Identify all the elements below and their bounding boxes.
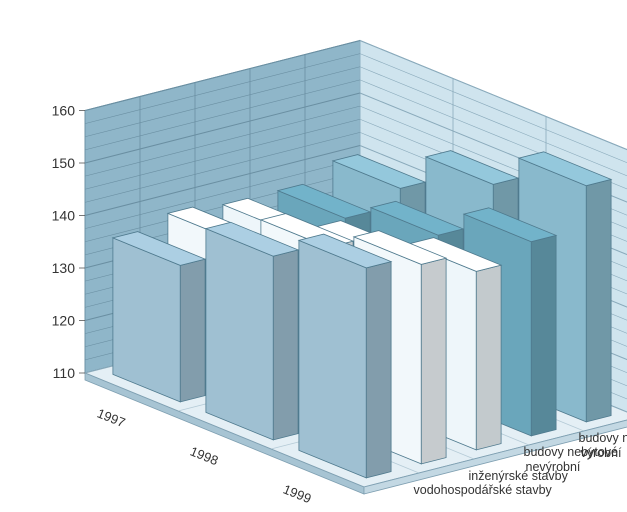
series-label-line: výrobní <box>581 446 623 460</box>
bar <box>113 232 205 402</box>
bar-side-face <box>531 235 556 436</box>
x-tick-label: 1998 <box>188 443 220 468</box>
y-tick-label: 160 <box>52 103 76 119</box>
bar-side-face <box>476 265 501 450</box>
bar-side-face <box>421 258 446 464</box>
series-label-line: budovy nebytové <box>579 431 627 445</box>
bar-front-face <box>206 229 273 440</box>
series-label-line: nevýrobní <box>526 460 581 474</box>
y-tick-label: 150 <box>52 155 76 171</box>
bar-side-face <box>180 259 205 402</box>
series-label-line: vodohospodářské stavby <box>414 483 553 497</box>
bar-side-face <box>273 250 298 440</box>
bar <box>299 234 391 478</box>
series-label: vodohospodářské stavby <box>414 483 553 497</box>
x-tick-label: 1999 <box>281 481 313 506</box>
series-label: budovy nebytovévýrobní <box>579 431 627 460</box>
bar-front-face <box>113 238 180 402</box>
x-tick-label: 1997 <box>95 405 127 430</box>
y-tick-label: 120 <box>52 313 76 329</box>
y-tick-label: 130 <box>52 260 76 276</box>
y-tick-label: 140 <box>52 208 76 224</box>
bar <box>206 222 298 440</box>
bar-front-face <box>299 240 366 478</box>
y-tick-label: 110 <box>53 365 76 381</box>
bar-side-face <box>586 179 611 422</box>
y-axis: 110 120 130 140 150 160 <box>52 103 85 382</box>
bar-side-face <box>366 262 391 478</box>
